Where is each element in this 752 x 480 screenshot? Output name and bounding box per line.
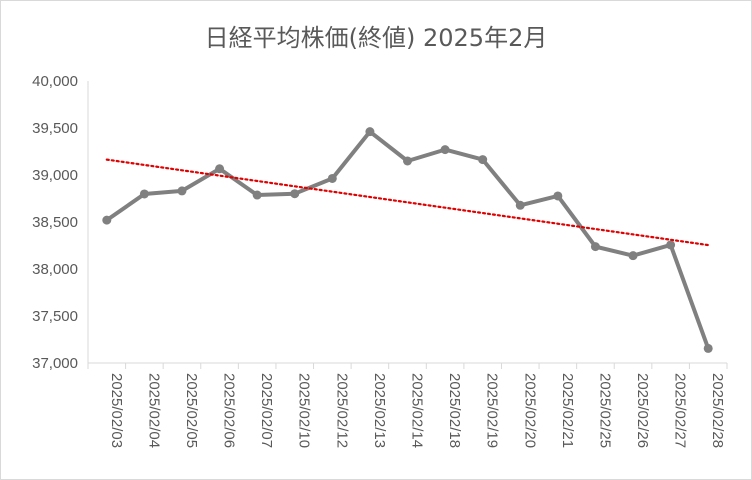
data-point (590, 242, 600, 252)
data-point (478, 155, 488, 165)
x-tick-label: 2025/02/27 (672, 373, 689, 448)
y-tick-label: 37,500 (32, 308, 78, 325)
y-tick-label: 38,000 (32, 261, 78, 278)
data-point (515, 200, 525, 210)
data-point (327, 173, 337, 183)
x-tick-label: 2025/02/05 (183, 373, 200, 448)
x-tick-label: 2025/02/28 (709, 373, 726, 448)
x-tick-label: 2025/02/06 (221, 373, 238, 448)
data-point (440, 145, 450, 155)
x-tick-label: 2025/02/19 (484, 373, 501, 448)
x-tick-label: 2025/02/26 (634, 373, 651, 448)
data-point (365, 127, 375, 137)
x-tick-label: 2025/02/13 (371, 373, 388, 448)
y-tick-label: 38,500 (32, 214, 78, 231)
x-tick-label: 2025/02/14 (409, 373, 426, 448)
data-point (177, 186, 187, 196)
data-point (215, 164, 225, 174)
y-tick-label: 39,500 (32, 120, 78, 137)
trend-line (105, 158, 710, 247)
data-point (139, 189, 149, 199)
y-tick-label: 40,000 (32, 73, 78, 90)
x-tick-label: 2025/02/04 (145, 373, 162, 448)
data-point (703, 343, 713, 353)
x-tick-label: 2025/02/21 (559, 373, 576, 448)
data-point (553, 191, 563, 201)
data-point (252, 190, 262, 200)
x-tick-label: 2025/02/20 (521, 373, 538, 448)
chart-title: 日経平均株価(終値) 2025年2月 (204, 24, 548, 52)
y-tick-label: 39,000 (32, 167, 78, 184)
data-point (628, 251, 638, 261)
x-tick-label: 2025/02/25 (596, 373, 613, 448)
data-point (403, 156, 412, 166)
data-point (666, 240, 676, 250)
x-tick-label: 2025/02/18 (446, 373, 463, 448)
x-tick-label: 2025/02/10 (296, 373, 313, 448)
x-tick-label: 2025/02/12 (333, 373, 350, 448)
x-tick-label: 2025/02/03 (108, 373, 125, 448)
data-point (290, 189, 300, 199)
y-tick-label: 37,000 (32, 355, 78, 372)
x-tick-label: 2025/02/07 (258, 373, 275, 448)
data-point (102, 215, 112, 225)
